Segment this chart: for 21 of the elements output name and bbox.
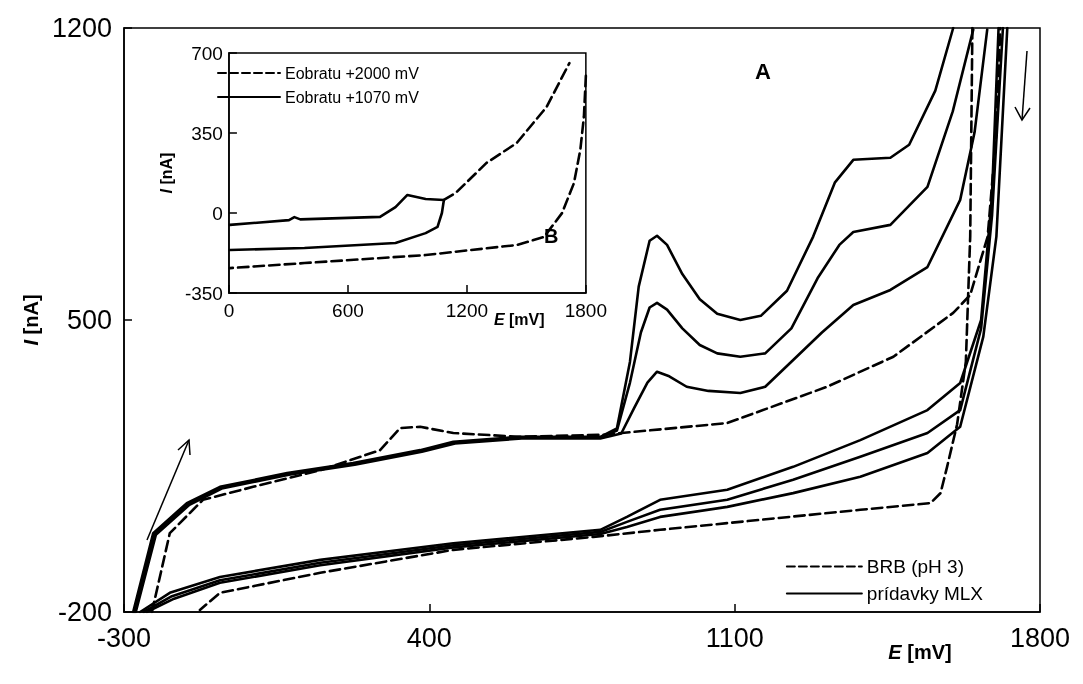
y-tick-label: 0 — [212, 202, 223, 224]
legend-label: prídavky MLX — [866, 583, 984, 604]
x-tick-label: 600 — [332, 300, 364, 321]
y-axis-title: I [nA] — [157, 152, 175, 194]
x-tick-label: 400 — [406, 622, 452, 653]
legend-label: Eobratu +1070 mV — [285, 88, 420, 106]
x-tick-label: 1200 — [445, 300, 489, 321]
y-tick-label: 700 — [191, 42, 223, 64]
y-tick-label: 500 — [66, 305, 112, 335]
x-tick-label: 1800 — [564, 300, 608, 321]
x-tick-label: 1100 — [705, 622, 764, 653]
y-tick-label: 350 — [191, 122, 223, 144]
annotation: A — [755, 58, 771, 84]
x-tick-label: 1800 — [1009, 622, 1071, 653]
x-axis-title: E [mV] — [493, 310, 545, 328]
y-axis-title: I [nA] — [20, 294, 43, 346]
y-tick-label: 1200 — [51, 13, 112, 43]
legend-label: Eobratu +2000 mV — [285, 64, 420, 82]
y-tick-label: -350 — [184, 282, 223, 304]
x-axis-title: E [mV] — [888, 641, 952, 663]
legend-label: BRB (pH 3) — [866, 556, 964, 577]
